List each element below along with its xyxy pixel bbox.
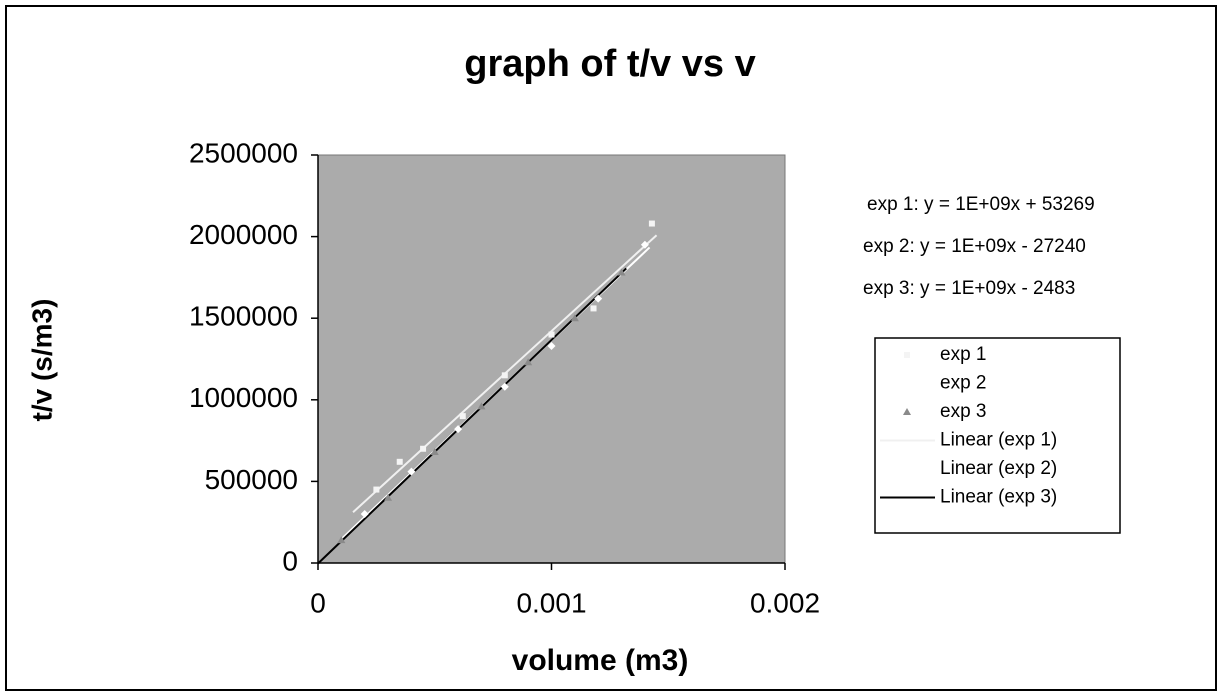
point — [617, 268, 626, 276]
chart-title: graph of t/v vs v — [464, 43, 755, 85]
y-tick-label: 2500000 — [189, 137, 298, 168]
x-axis-label: volume (m3) — [512, 644, 689, 677]
legend-label: Linear (exp 2) — [940, 458, 1057, 479]
point — [570, 314, 579, 322]
x-tick-label: 0.001 — [516, 587, 586, 618]
y-tick-label: 0 — [282, 545, 298, 576]
plot-area — [317, 154, 786, 564]
y-tick-label: 2000000 — [189, 219, 298, 250]
legend-marker — [903, 408, 911, 415]
trendline-equation: exp 1: y = 1E+09x + 53269 — [867, 194, 1095, 215]
point — [548, 331, 555, 338]
legend-label: exp 2 — [940, 373, 986, 394]
point — [454, 425, 463, 434]
legend-marker — [903, 379, 911, 388]
point — [477, 402, 486, 410]
point — [384, 493, 393, 501]
point — [407, 467, 416, 476]
legend-label: Linear (exp 1) — [940, 430, 1057, 451]
trendline-equation: exp 2: y = 1E+09x - 27240 — [863, 236, 1086, 257]
point — [420, 445, 427, 452]
point — [547, 341, 556, 350]
y-tick-label: 1500000 — [189, 301, 298, 332]
legend-marker — [904, 352, 910, 358]
point — [459, 413, 466, 420]
point — [360, 510, 369, 519]
x-tick-label: 0.002 — [750, 587, 820, 618]
point — [590, 305, 597, 312]
point — [640, 240, 649, 249]
point — [396, 458, 403, 465]
point — [524, 358, 533, 366]
y-tick-label: 500000 — [205, 464, 298, 495]
legend-label: exp 3 — [940, 401, 986, 422]
point — [648, 220, 655, 227]
x-tick-label: 0 — [310, 587, 326, 618]
legend-label: Linear (exp 3) — [940, 487, 1057, 508]
point — [501, 372, 508, 379]
point — [337, 536, 346, 544]
legend-box — [874, 337, 1121, 534]
trendline-equation: exp 3: y = 1E+09x - 2483 — [863, 278, 1075, 299]
point — [373, 486, 380, 493]
point — [430, 448, 439, 456]
y-tick-label: 1000000 — [189, 382, 298, 413]
legend-label: exp 1 — [940, 344, 986, 365]
y-axis-label: t/v (s/m3) — [26, 299, 57, 422]
point — [500, 382, 509, 391]
point — [594, 294, 603, 303]
